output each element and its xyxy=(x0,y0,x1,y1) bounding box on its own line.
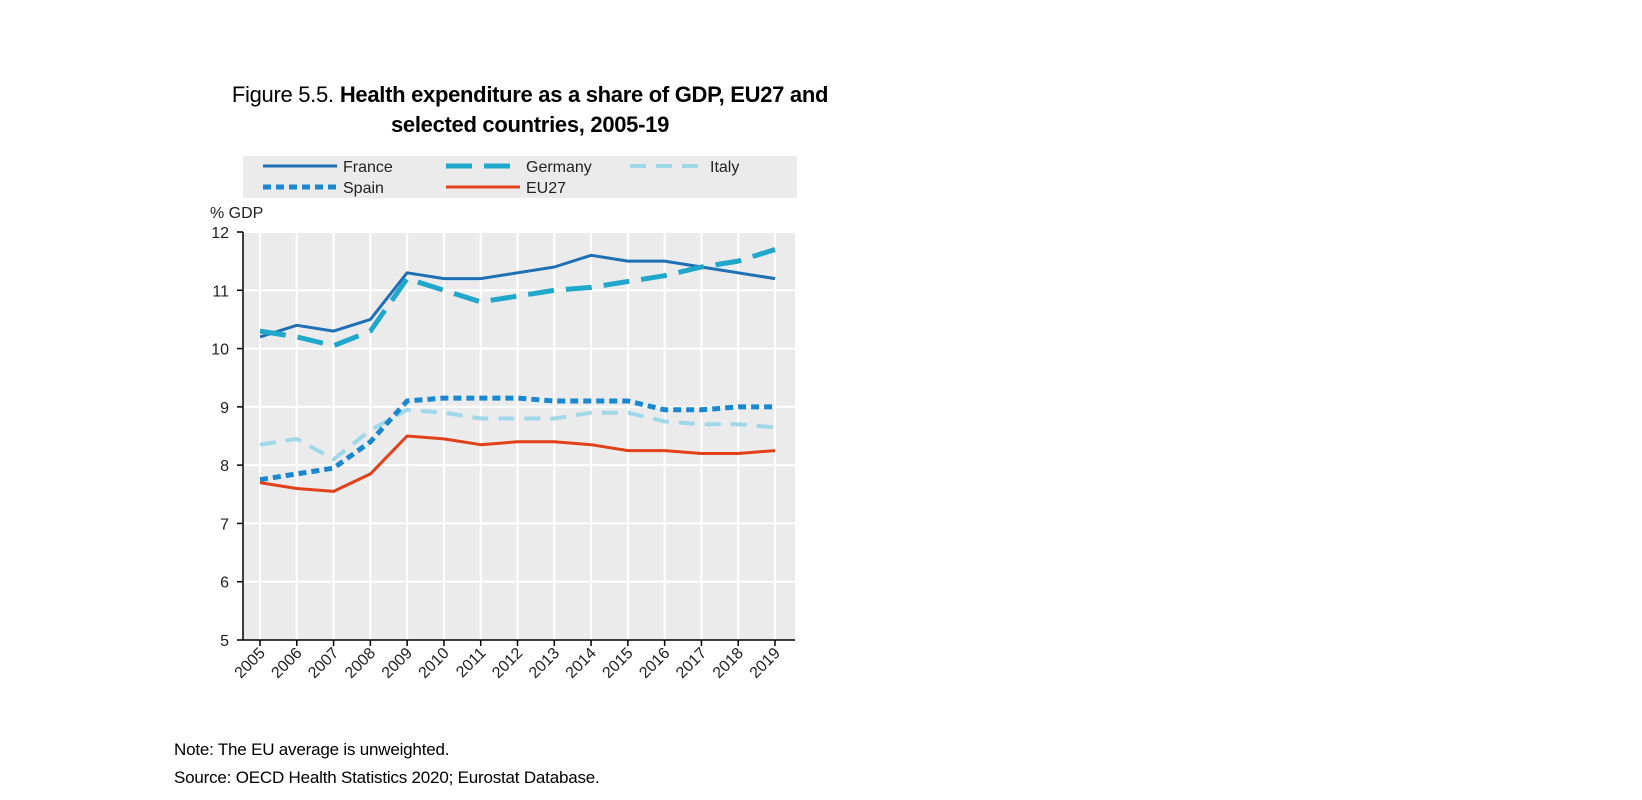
legend-label-italy: Italy xyxy=(710,159,739,176)
chart-note: Note: The EU average is unweighted. xyxy=(174,740,450,759)
y-axis-label: % GDP xyxy=(210,205,263,222)
x-tick-label: 2012 xyxy=(489,645,526,682)
plot-area: 5 6 7 8 9 10 11 12 % GDP 2005 2006 2007 2008 2009 2010… xyxy=(210,205,795,682)
y-tick-label: 7 xyxy=(220,516,229,533)
x-tick-label: 2016 xyxy=(636,645,673,682)
x-tick-label: 2010 xyxy=(416,645,453,682)
series-line-france xyxy=(259,253,776,339)
x-tick-label: 2005 xyxy=(232,645,269,682)
chart-title: Figure 5.5. Health expenditure as a shar… xyxy=(180,80,880,140)
y-tick-label: 5 xyxy=(220,633,229,650)
legend-label-spain: Spain xyxy=(343,180,384,197)
series-line-germany xyxy=(259,247,776,349)
x-tick-label: 2009 xyxy=(379,645,416,682)
series-line-spain xyxy=(259,395,775,483)
legend-label-eu27: EU27 xyxy=(526,180,566,197)
y-tick-label: 8 xyxy=(220,458,229,475)
series-line-eu27 xyxy=(259,434,776,493)
plot-background xyxy=(243,232,795,640)
x-tick-label: 2008 xyxy=(342,645,379,682)
y-tick-label: 12 xyxy=(211,225,229,242)
x-tick-label: 2006 xyxy=(268,645,305,682)
legend-background xyxy=(243,156,797,198)
legend: France Germany Italy Spain EU27 xyxy=(243,156,797,198)
series-line-italy xyxy=(259,407,776,462)
chart-source: Source: OECD Health Statistics 2020; Eur… xyxy=(174,768,600,787)
x-tick-label: 2019 xyxy=(747,645,784,682)
y-tick-label: 6 xyxy=(220,575,229,592)
title-line-1: Health expenditure as a share of GDP, EU… xyxy=(339,82,829,107)
x-tick-label: 2018 xyxy=(710,645,747,682)
y-tick-label: 9 xyxy=(220,400,229,417)
legend-label-germany: Germany xyxy=(526,159,592,176)
figure-number: Figure 5.5. xyxy=(231,82,334,107)
y-tick-label: 10 xyxy=(211,342,229,359)
x-tick-label: 2011 xyxy=(453,645,489,681)
x-tick-label: 2015 xyxy=(599,645,636,682)
x-tick-label: 2014 xyxy=(563,645,600,682)
title-line-2: selected countries, 2005-19 xyxy=(390,112,670,137)
x-tick-label: 2007 xyxy=(305,645,342,682)
x-tick-label: 2017 xyxy=(673,645,710,682)
y-tick-label: 11 xyxy=(212,283,229,300)
x-tick-label: 2013 xyxy=(526,645,563,682)
legend-label-france: France xyxy=(343,159,393,176)
